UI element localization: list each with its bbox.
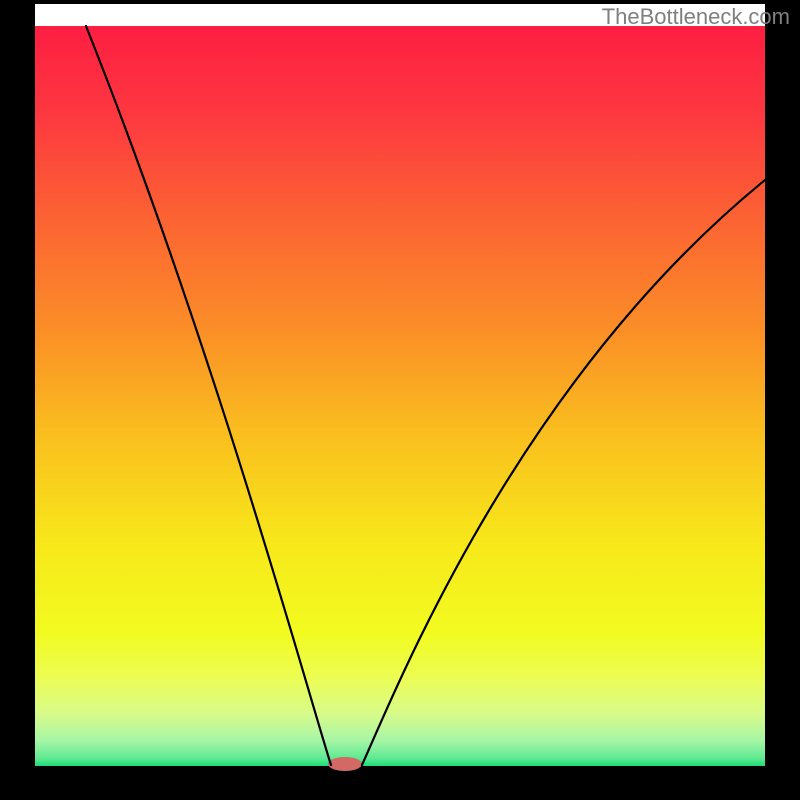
optimum-marker <box>328 757 362 771</box>
header-whiteband <box>35 4 765 26</box>
bottleneck-chart <box>0 0 800 800</box>
plot-background <box>35 26 765 766</box>
chart-container: TheBottleneck.com <box>0 0 800 800</box>
